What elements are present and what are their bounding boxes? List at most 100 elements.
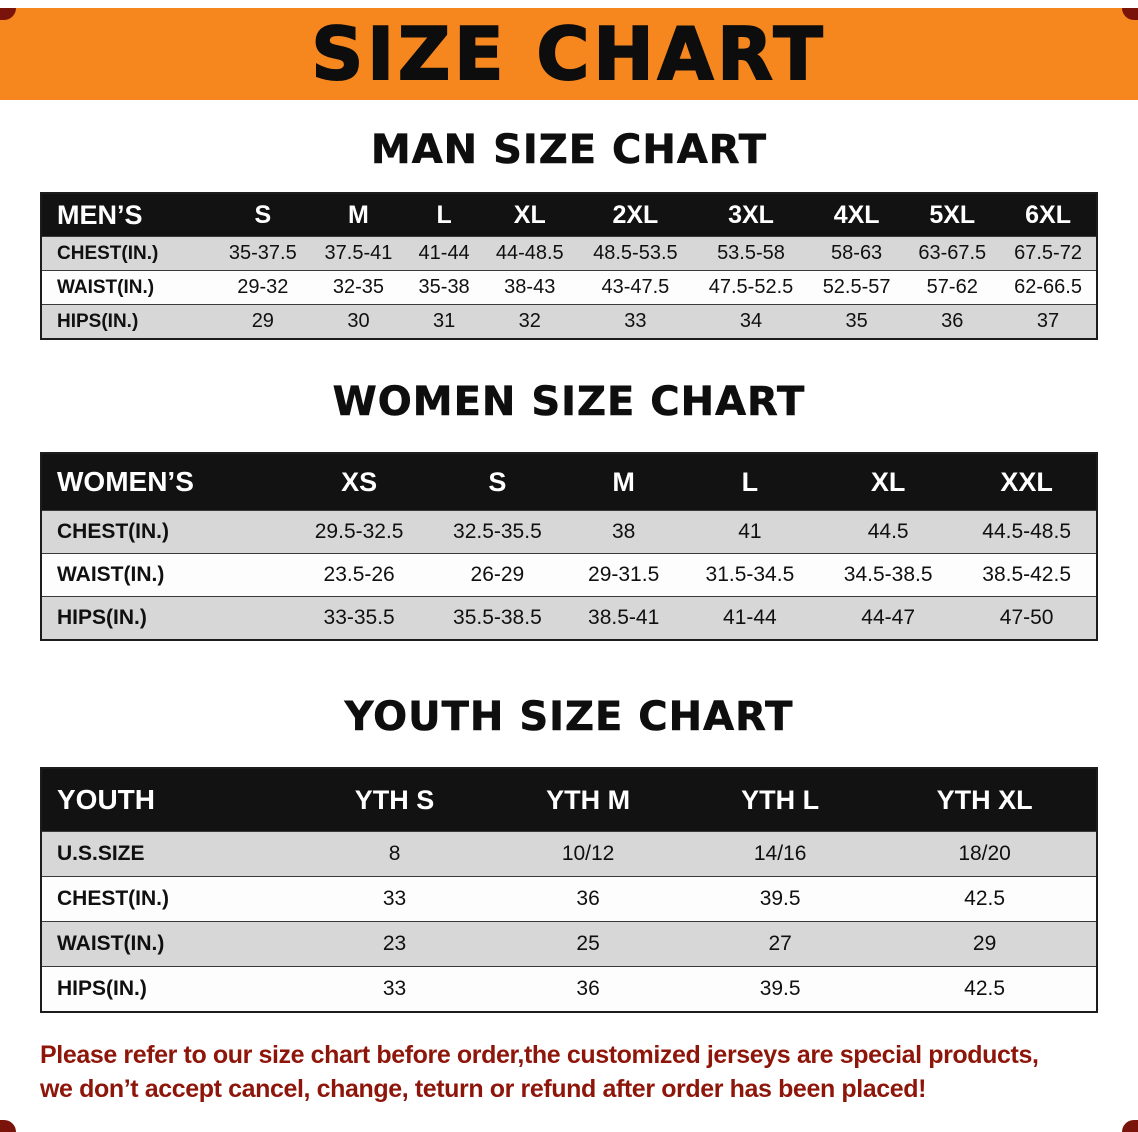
table-row: CHEST(IN.) 33 36 39.5 42.5 xyxy=(41,876,1097,922)
row-label-cell: WAIST(IN.) xyxy=(41,270,215,305)
value-cell: 44-48.5 xyxy=(481,236,578,271)
value-cell: 29-31.5 xyxy=(566,553,681,597)
size-header-cell: 2XL xyxy=(612,200,659,229)
value-cell: 8 xyxy=(300,831,490,877)
disclaimer: Please refer to our size chart before or… xyxy=(40,1039,1138,1107)
row-label-cell: HIPS(IN.) xyxy=(41,304,215,339)
value-cell: 35.5-38.5 xyxy=(428,596,567,640)
table-row: WAIST(IN.) 29-32 32-35 35-38 38-43 43-47.5 47.… xyxy=(41,270,1097,305)
row-label-cell: CHEST(IN.) xyxy=(41,876,300,922)
corner-artifact xyxy=(1122,1120,1138,1132)
value-cell: 42.5 xyxy=(873,966,1097,1012)
size-header-cell: 4XL xyxy=(833,200,880,229)
value-cell: 37.5-41 xyxy=(310,236,407,271)
banner: SIZE CHART xyxy=(0,8,1138,100)
header-row: MEN’S S M L XL 2XL 3XL 4XL 5XL 6XL xyxy=(41,193,1097,237)
page-title: SIZE CHART xyxy=(310,12,827,96)
value-cell: 29 xyxy=(873,921,1097,967)
size-header-cell: L xyxy=(436,200,452,229)
value-cell: 36 xyxy=(489,966,688,1012)
table-row: HIPS(IN.) 33-35.5 35.5-38.5 38.5-41 41-44 44-… xyxy=(41,596,1097,640)
table-row: HIPS(IN.) 29 30 31 32 33 34 35 36 37 xyxy=(41,304,1097,339)
table-row: HIPS(IN.) 33 36 39.5 42.5 xyxy=(41,966,1097,1012)
value-cell: 39.5 xyxy=(687,966,874,1012)
table-title-cell: YOUTH xyxy=(57,784,155,815)
size-header-cell: YTH XL xyxy=(936,784,1033,815)
youth-size-table: YOUTH YTH S YTH M YTH L YTH XL U.S.SIZE 8 10/12… xyxy=(40,767,1098,1013)
value-cell: 41 xyxy=(680,510,820,554)
table-title-cell: WOMEN’S xyxy=(57,466,194,497)
value-cell: 44-47 xyxy=(819,596,958,640)
value-cell: 29-32 xyxy=(215,270,311,305)
youth-section: YOUTH SIZE CHART YOUTH YTH S YTH M YTH L YTH… xyxy=(0,695,1138,1013)
value-cell: 34 xyxy=(693,304,809,339)
value-cell: 47-50 xyxy=(957,596,1097,640)
size-header-cell: S xyxy=(488,466,507,497)
value-cell: 42.5 xyxy=(873,876,1097,922)
value-cell: 44.5 xyxy=(819,510,958,554)
value-cell: 31.5-34.5 xyxy=(680,553,820,597)
size-header-cell: XXL xyxy=(1000,466,1053,497)
value-cell: 38.5-41 xyxy=(566,596,681,640)
value-cell: 36 xyxy=(904,304,1001,339)
row-label-cell: CHEST(IN.) xyxy=(41,510,290,554)
size-header-cell: L xyxy=(741,466,759,497)
header-row: YOUTH YTH S YTH M YTH L YTH XL xyxy=(41,768,1097,832)
value-cell: 63-67.5 xyxy=(904,236,1001,271)
corner-artifact xyxy=(1122,8,1138,20)
women-section-heading: WOMEN SIZE CHART xyxy=(332,379,806,425)
size-header-cell: XS xyxy=(341,466,378,497)
value-cell: 58-63 xyxy=(808,236,905,271)
size-header-cell: YTH M xyxy=(546,784,631,815)
table-title-cell: MEN’S xyxy=(57,199,143,230)
size-header-cell: M xyxy=(348,200,369,229)
size-header-cell: S xyxy=(254,200,272,229)
value-cell: 29 xyxy=(215,304,311,339)
value-cell: 43-47.5 xyxy=(577,270,694,305)
row-label-cell: HIPS(IN.) xyxy=(41,966,300,1012)
value-cell: 44.5-48.5 xyxy=(957,510,1097,554)
value-cell: 33 xyxy=(300,966,490,1012)
value-cell: 27 xyxy=(687,921,874,967)
value-cell: 35-37.5 xyxy=(215,236,311,271)
corner-artifact xyxy=(0,1120,16,1132)
value-cell: 33 xyxy=(300,876,490,922)
value-cell: 33 xyxy=(577,304,694,339)
row-label-cell: U.S.SIZE xyxy=(41,831,300,877)
value-cell: 10/12 xyxy=(489,831,688,877)
table-row: WAIST(IN.) 23.5-26 26-29 29-31.5 31.5-34.5 34… xyxy=(41,553,1097,597)
value-cell: 39.5 xyxy=(687,876,874,922)
value-cell: 41-44 xyxy=(406,236,482,271)
size-header-cell: XL xyxy=(870,466,906,497)
disclaimer-line-2: we don’t accept cancel, change, teturn o… xyxy=(40,1074,927,1103)
value-cell: 31 xyxy=(406,304,482,339)
men-section: MAN SIZE CHART MEN’S S M L XL 2XL 3XL 4XL 5XL 6XL… xyxy=(0,128,1138,340)
value-cell: 38 xyxy=(566,510,681,554)
value-cell: 53.5-58 xyxy=(693,236,809,271)
value-cell: 57-62 xyxy=(904,270,1001,305)
value-cell: 38.5-42.5 xyxy=(957,553,1097,597)
men-section-heading: MAN SIZE CHART xyxy=(370,127,768,173)
value-cell: 32-35 xyxy=(310,270,407,305)
row-label-cell: WAIST(IN.) xyxy=(41,553,290,597)
women-section: WOMEN SIZE CHART WOMEN’S XS S M L XL XXL CHEST(… xyxy=(0,380,1138,641)
size-header-cell: 5XL xyxy=(929,200,976,229)
men-size-table: MEN’S S M L XL 2XL 3XL 4XL 5XL 6XL CHEST(IN.) 35-37… xyxy=(40,192,1098,340)
row-label-cell: HIPS(IN.) xyxy=(41,596,290,640)
value-cell: 37 xyxy=(1000,304,1097,339)
size-header-cell: YTH S xyxy=(354,784,435,815)
value-cell: 35 xyxy=(808,304,905,339)
value-cell: 23.5-26 xyxy=(290,553,429,597)
size-header-cell: 3XL xyxy=(728,200,774,229)
value-cell: 34.5-38.5 xyxy=(819,553,958,597)
value-cell: 23 xyxy=(300,921,490,967)
value-cell: 30 xyxy=(310,304,407,339)
size-header-cell: YTH L xyxy=(741,784,820,815)
value-cell: 67.5-72 xyxy=(1000,236,1097,271)
value-cell: 32 xyxy=(481,304,578,339)
row-label-cell: CHEST(IN.) xyxy=(41,236,215,271)
value-cell: 38-43 xyxy=(481,270,578,305)
size-header-cell: XL xyxy=(513,200,546,229)
size-header-cell: 6XL xyxy=(1025,200,1071,229)
